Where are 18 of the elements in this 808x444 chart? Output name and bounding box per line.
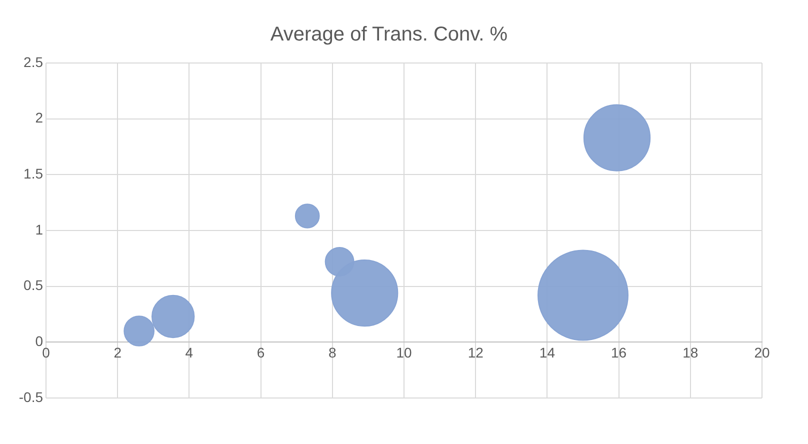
x-tick-label: 10: [396, 344, 412, 360]
x-tick-label: 14: [539, 344, 556, 360]
y-tick-label: 2.5: [24, 54, 44, 70]
x-tick-label: 18: [682, 344, 698, 360]
chart-title: Average of Trans. Conv. %: [270, 24, 508, 46]
y-tick-label: 0: [35, 333, 44, 350]
x-tick-label: 20: [754, 344, 770, 360]
y-tick-label: -0.5: [18, 388, 44, 405]
x-tick-label: 16: [611, 344, 627, 360]
y-tick-label: 1.5: [24, 166, 44, 182]
x-tick-label: 12: [468, 344, 484, 360]
x-tick-label: 6: [256, 344, 265, 360]
y-tick-label: 0.5: [24, 277, 44, 294]
y-tick-label: 1: [35, 221, 44, 238]
x-tick-label: 8: [328, 344, 336, 360]
x-tick-label: 4: [185, 344, 194, 360]
x-tick-label: 2: [114, 344, 122, 360]
y-tick-label: 2: [35, 110, 44, 126]
